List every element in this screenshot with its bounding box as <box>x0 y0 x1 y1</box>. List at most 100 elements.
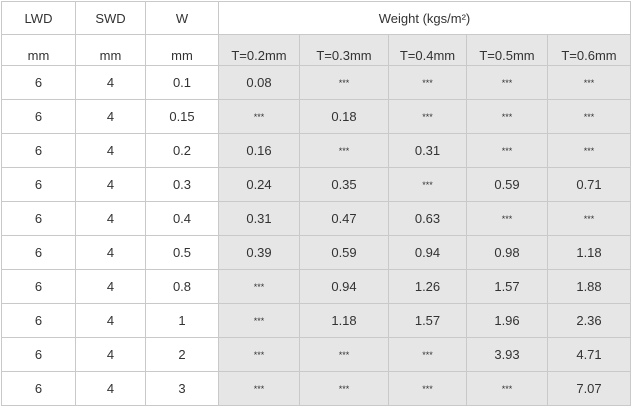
data-cell: 0.47 <box>299 201 389 236</box>
data-cell: 0.1 <box>145 65 219 100</box>
data-cell: 0.08 <box>218 65 300 100</box>
data-cell: *** <box>299 133 389 168</box>
data-cell: *** <box>388 65 467 100</box>
data-cell: *** <box>218 371 300 406</box>
data-cell: *** <box>547 65 631 100</box>
data-cell: 4 <box>75 337 146 372</box>
data-cell: *** <box>466 133 548 168</box>
data-cell: 4 <box>75 65 146 100</box>
data-cell: *** <box>299 371 389 406</box>
data-cell: 1.57 <box>388 303 467 338</box>
data-cell: 6 <box>1 269 76 304</box>
data-cell: 4 <box>75 201 146 236</box>
data-cell: 1.18 <box>299 303 389 338</box>
table-row: 6 4 3 *** *** *** *** 7.07 <box>1 371 631 406</box>
data-cell: 0.35 <box>299 167 389 202</box>
data-cell: 4 <box>75 99 146 134</box>
table-row: 6 4 0.5 0.39 0.59 0.94 0.98 1.18 <box>1 235 631 270</box>
data-cell: *** <box>218 99 300 134</box>
data-cell: 6 <box>1 201 76 236</box>
data-cell: 6 <box>1 167 76 202</box>
data-cell: 0.8 <box>145 269 219 304</box>
table-row: mm mm mm T=0.2mm T=0.3mm T=0.4mm T=0.5mm T=0.6m… <box>1 34 631 66</box>
data-cell: 4 <box>75 235 146 270</box>
data-cell: 2 <box>145 337 219 372</box>
data-cell: *** <box>218 337 300 372</box>
data-cell: 0.98 <box>466 235 548 270</box>
data-cell: 1.18 <box>547 235 631 270</box>
data-cell: 6 <box>1 235 76 270</box>
data-cell: *** <box>388 337 467 372</box>
data-cell: *** <box>547 201 631 236</box>
data-cell: 1.57 <box>466 269 548 304</box>
unit-cell: T=0.4mm <box>388 34 467 66</box>
data-cell: *** <box>388 99 467 134</box>
table-row: 6 4 0.2 0.16 *** 0.31 *** *** <box>1 133 631 168</box>
data-cell: *** <box>299 337 389 372</box>
data-cell: 3 <box>145 371 219 406</box>
table-row: 6 4 0.4 0.31 0.47 0.63 *** *** <box>1 201 631 236</box>
unit-cell: T=0.2mm <box>218 34 300 66</box>
data-cell: 0.94 <box>299 269 389 304</box>
data-cell: 0.5 <box>145 235 219 270</box>
data-cell: *** <box>218 303 300 338</box>
data-cell: *** <box>466 371 548 406</box>
table-row: LWD SWD W Weight (kgs/m²) <box>1 1 631 35</box>
data-cell: 0.39 <box>218 235 300 270</box>
data-cell: 6 <box>1 337 76 372</box>
data-cell: 0.59 <box>466 167 548 202</box>
data-cell: *** <box>466 201 548 236</box>
header-cell: W <box>145 1 219 35</box>
data-cell: 6 <box>1 371 76 406</box>
data-cell: 6 <box>1 65 76 100</box>
unit-cell: T=0.5mm <box>466 34 548 66</box>
data-cell: 1 <box>145 303 219 338</box>
table-row: 6 4 2 *** *** *** 3.93 4.71 <box>1 337 631 372</box>
header-cell: SWD <box>75 1 146 35</box>
data-cell: *** <box>388 167 467 202</box>
data-cell: *** <box>547 99 631 134</box>
data-cell: 1.26 <box>388 269 467 304</box>
unit-cell: T=0.6mm <box>547 34 631 66</box>
data-cell: 6 <box>1 303 76 338</box>
data-cell: 1.88 <box>547 269 631 304</box>
unit-cell: T=0.3mm <box>299 34 389 66</box>
unit-cell: mm <box>75 34 146 66</box>
data-cell: 0.18 <box>299 99 389 134</box>
data-cell: 3.93 <box>466 337 548 372</box>
data-cell: 0.4 <box>145 201 219 236</box>
unit-cell: mm <box>1 34 76 66</box>
data-cell: 4 <box>75 371 146 406</box>
data-cell: 0.31 <box>218 201 300 236</box>
data-cell: *** <box>218 269 300 304</box>
table-row: 6 4 0.1 0.08 *** *** *** *** <box>1 65 631 100</box>
data-cell: 6 <box>1 133 76 168</box>
data-cell: 4 <box>75 303 146 338</box>
data-cell: *** <box>466 65 548 100</box>
data-cell: 0.71 <box>547 167 631 202</box>
data-cell: 7.07 <box>547 371 631 406</box>
data-cell: *** <box>466 99 548 134</box>
table-row: 6 4 0.15 *** 0.18 *** *** *** <box>1 99 631 134</box>
table-row: 6 4 0.3 0.24 0.35 *** 0.59 0.71 <box>1 167 631 202</box>
data-cell: 2.36 <box>547 303 631 338</box>
data-cell: 0.59 <box>299 235 389 270</box>
data-cell: *** <box>547 133 631 168</box>
data-cell: 0.3 <box>145 167 219 202</box>
data-cell: 0.24 <box>218 167 300 202</box>
data-cell: 4.71 <box>547 337 631 372</box>
header-cell: Weight (kgs/m²) <box>218 1 631 35</box>
data-cell: 4 <box>75 269 146 304</box>
data-cell: 4 <box>75 133 146 168</box>
data-cell: 6 <box>1 99 76 134</box>
unit-cell: mm <box>145 34 219 66</box>
data-cell: 1.96 <box>466 303 548 338</box>
data-cell: *** <box>388 371 467 406</box>
data-cell: 0.63 <box>388 201 467 236</box>
table-row: 6 4 1 *** 1.18 1.57 1.96 2.36 <box>1 303 631 338</box>
header-cell: LWD <box>1 1 76 35</box>
data-cell: 0.15 <box>145 99 219 134</box>
